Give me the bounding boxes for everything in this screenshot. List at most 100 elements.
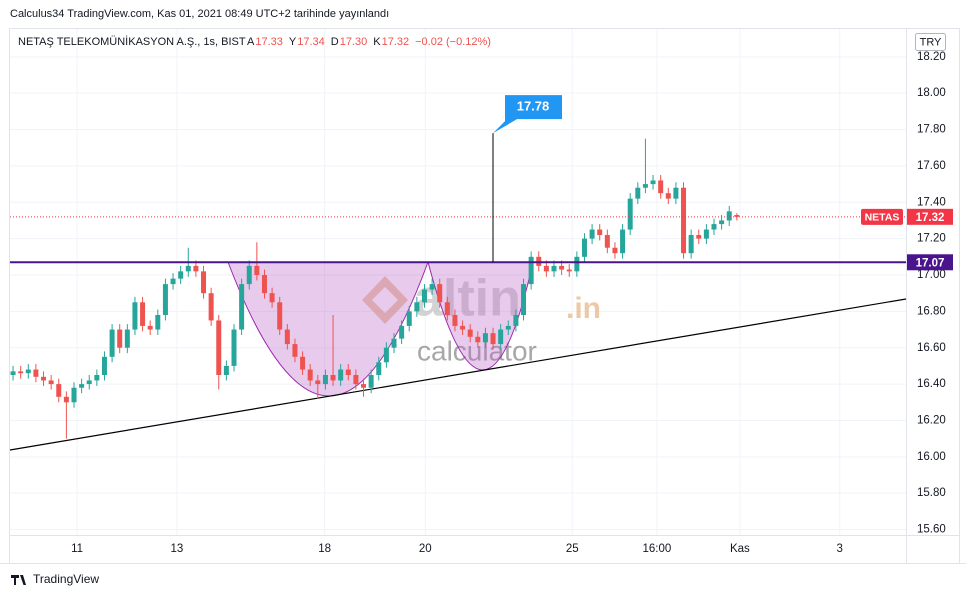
candle-body [521,284,527,315]
level-tag [907,254,953,271]
candle-body [460,325,466,330]
candle-body [338,369,344,381]
candle-body [101,356,107,375]
candle-body [56,384,62,397]
candle-body [79,384,85,388]
candle-body [406,311,412,326]
candle-body [688,235,694,254]
legend-value: 17.30 [340,36,368,48]
candle-body [269,293,275,303]
candle-body [361,384,367,388]
candle-body [117,329,123,348]
level-label: 17.07 [916,257,945,269]
header-title: Calculus34 TradingView.com, Kas 01, 2021… [10,8,389,20]
watermark-suffix: .in [566,292,601,325]
candle-body [696,235,702,239]
y-tick-label: 18.20 [917,51,946,63]
candle-body [345,369,351,375]
candle-body [665,193,671,199]
candle-body [513,315,519,326]
trend-line [9,298,907,451]
candle-body [597,229,603,235]
y-tick-label: 17.20 [917,233,946,245]
candle-body [681,187,687,254]
candle-body [277,302,283,330]
candle-body [147,325,153,330]
candle-body [155,315,161,330]
candle-body [185,265,191,272]
candle-body [635,187,641,199]
candle-body [726,211,732,221]
candle-body [673,187,679,199]
legend-change: −0.02 (−0.12%) [415,36,491,48]
footer-logo: TradingView [33,572,99,586]
currency-box [915,33,946,51]
candle-body [124,329,130,348]
candle-body [734,215,740,217]
legend-value: 17.34 [297,36,325,48]
x-tick-label: 20 [419,543,432,555]
plot [10,133,906,439]
candle-body [48,380,54,385]
x-tick-label: 18 [318,543,331,555]
candle-body [322,375,328,385]
candle-body [239,284,245,330]
candle-body [223,365,229,375]
candle-body [33,369,39,377]
candle-body [246,265,252,285]
candle-body [551,265,557,272]
callout-label: 17.78 [517,99,550,114]
candle-body [376,362,382,375]
candle-body [284,329,290,345]
candle-body [719,220,725,225]
y-tick-label: 17.00 [917,269,946,281]
candle-body [421,289,427,303]
candle-body [86,380,92,385]
candle-body [650,180,656,185]
symbol-tag-box [861,208,903,225]
y-tick-label: 17.60 [917,160,946,172]
x-tick-label: 13 [170,543,183,555]
symbol-line: NETAŞ TELEKOMÜNİKASYON A.Ş., 1s, BIST [18,35,246,48]
candle-body [399,325,405,339]
candle-body [330,375,336,381]
x-tick-label: 25 [566,543,579,555]
legend-key: Y [289,36,297,48]
candle-body [63,396,69,403]
y-tick-label: 16.00 [917,451,946,463]
legend-value: 17.32 [382,36,410,48]
candle-body [208,293,214,321]
candle-body [10,371,16,375]
candle-body [140,302,146,326]
candle-body [132,302,138,330]
currency: TRY [920,36,942,48]
y-tick-label: 16.20 [917,414,946,426]
y-tick-label: 17.80 [917,124,946,136]
watermark-icon [362,276,408,324]
x-tick-label: 16:00 [642,543,671,555]
footer-logo-icon [11,575,26,585]
candle-body [383,347,389,363]
legend-key: D [331,36,339,48]
candle-body [71,387,77,403]
candle-body [300,356,306,370]
x-tick-label: 11 [71,543,83,555]
candle-body [292,344,298,357]
candle-body [528,256,534,285]
candle-body [498,329,504,345]
y-tick-label: 16.40 [917,378,946,390]
candle-body [170,278,176,285]
candle-body [642,184,648,188]
candle-body [315,380,321,385]
candle-body [612,247,618,254]
callout-box [493,95,562,134]
y-tick-label: 15.60 [917,524,946,536]
candle-body [231,329,237,366]
watermark: altin .in calculator [362,270,601,366]
candle-body [193,265,199,272]
candle-body [25,369,31,374]
candle-body [658,180,664,194]
candle-body [627,198,633,230]
